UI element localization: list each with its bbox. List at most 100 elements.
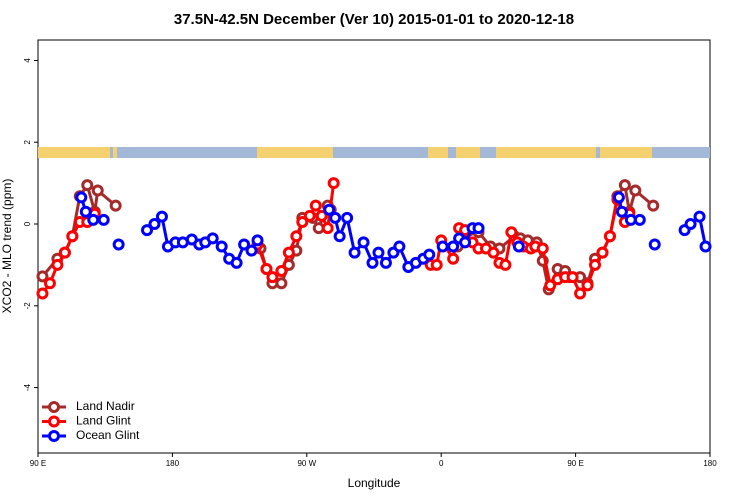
- point: [430, 258, 443, 271]
- point: [230, 256, 243, 269]
- point: [321, 222, 334, 235]
- x-tick-label: 180: [166, 459, 180, 468]
- y-tick-label: 4: [23, 58, 32, 63]
- point: [341, 211, 354, 224]
- point: [141, 224, 154, 237]
- legend-label: Land Nadir: [76, 399, 135, 413]
- land-strip: [38, 147, 110, 158]
- point: [618, 179, 631, 192]
- x-tick-label: 0: [439, 459, 444, 468]
- land-mask: [38, 147, 710, 158]
- point: [66, 230, 79, 243]
- point: [79, 205, 92, 218]
- point: [366, 256, 379, 269]
- x-tick-label: 90 W: [297, 459, 316, 468]
- point: [574, 287, 587, 300]
- point: [566, 271, 579, 284]
- point: [512, 240, 525, 253]
- point: [684, 218, 697, 231]
- point: [296, 215, 309, 228]
- legend-label: Land Glint: [76, 414, 131, 428]
- point: [699, 240, 712, 253]
- x-axis-label: Longitude: [348, 476, 401, 490]
- point: [148, 218, 161, 231]
- point: [472, 222, 485, 235]
- point: [309, 199, 322, 212]
- point: [206, 232, 219, 245]
- plot-frame: [37, 39, 711, 454]
- point: [393, 240, 406, 253]
- x-tick-label: 90 E: [30, 459, 46, 468]
- point: [647, 199, 660, 212]
- point: [633, 213, 646, 226]
- point: [112, 238, 125, 251]
- point: [155, 210, 168, 223]
- point: [505, 226, 518, 239]
- point: [275, 277, 288, 290]
- point: [282, 246, 295, 259]
- point: [43, 277, 56, 290]
- point: [36, 270, 49, 283]
- land-strip: [428, 147, 448, 158]
- land-strip: [496, 147, 596, 158]
- point: [238, 238, 251, 251]
- y-tick-label: 2: [23, 139, 32, 144]
- point: [423, 248, 436, 261]
- point: [97, 213, 110, 226]
- point: [487, 246, 500, 259]
- point: [615, 205, 628, 218]
- point: [329, 211, 342, 224]
- point: [109, 199, 122, 212]
- point: [323, 203, 336, 216]
- x-tick-label: 90 E: [567, 459, 583, 468]
- point: [58, 246, 71, 259]
- point: [603, 230, 616, 243]
- legend-label: Ocean Glint: [76, 428, 140, 442]
- chart-title: 37.5N-42.5N December (Ver 10) 2015-01-01…: [174, 11, 574, 28]
- point: [447, 240, 460, 253]
- point: [499, 258, 512, 271]
- point: [544, 279, 557, 292]
- point: [596, 246, 609, 259]
- point: [303, 209, 316, 222]
- point: [379, 256, 392, 269]
- point: [447, 252, 460, 265]
- y-tick-label: -2: [23, 302, 32, 310]
- land-strip: [113, 147, 117, 158]
- point: [75, 191, 88, 204]
- point: [581, 279, 594, 292]
- point: [333, 230, 346, 243]
- point: [51, 258, 64, 271]
- point: [251, 234, 264, 247]
- legend-marker: [48, 430, 60, 442]
- y-axis-label: XCO2 - MLO trend (ppm): [0, 179, 14, 314]
- point: [36, 287, 49, 300]
- land-strip: [257, 147, 333, 158]
- point: [629, 184, 642, 197]
- y-tick-label: -4: [23, 383, 32, 391]
- x-tick-label: 180: [703, 459, 717, 468]
- point: [693, 210, 706, 223]
- land-strip: [600, 147, 652, 158]
- point: [260, 262, 273, 275]
- land-strip: [456, 147, 480, 158]
- point: [372, 246, 385, 259]
- point: [357, 236, 370, 249]
- point: [91, 184, 104, 197]
- point: [245, 244, 258, 257]
- point: [536, 242, 549, 255]
- point: [348, 246, 361, 259]
- point: [215, 240, 228, 253]
- point: [589, 258, 602, 271]
- point: [459, 236, 472, 249]
- y-tick-label: 0: [23, 221, 32, 226]
- point: [315, 209, 328, 222]
- point: [648, 238, 661, 251]
- point: [290, 230, 303, 243]
- point: [87, 213, 100, 226]
- point: [612, 191, 625, 204]
- legend-marker: [48, 415, 60, 428]
- point: [81, 179, 94, 192]
- legend-marker: [48, 401, 60, 413]
